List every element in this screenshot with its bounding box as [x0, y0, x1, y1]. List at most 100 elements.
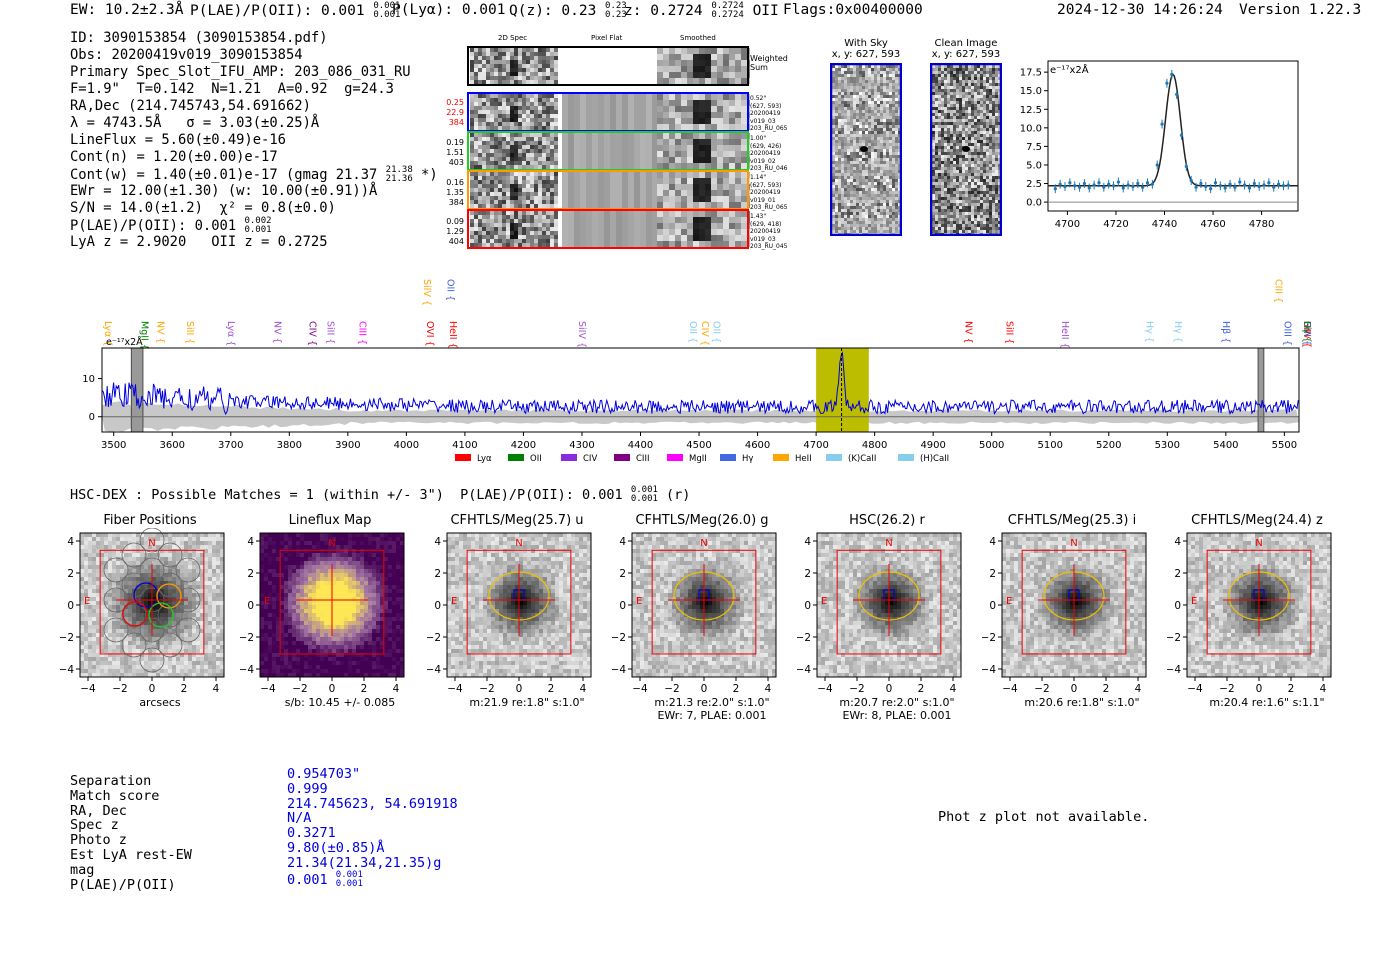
pixel	[526, 106, 530, 110]
pixel	[490, 80, 494, 84]
cutout-pixel	[92, 549, 96, 553]
noise-pixel	[941, 74, 944, 77]
pixel	[530, 118, 534, 122]
noise-pixel	[868, 110, 871, 113]
noise-pixel	[986, 92, 989, 95]
cutout-pixel	[192, 533, 196, 537]
smoothed	[705, 72, 711, 78]
cutout-pixel	[120, 561, 124, 565]
pixel	[478, 126, 482, 130]
pixel	[498, 219, 502, 223]
cutout-pixel	[128, 549, 132, 553]
noise-pixel	[892, 140, 895, 143]
pixel	[470, 110, 474, 114]
noise-pixel	[941, 203, 944, 206]
noise-pixel	[874, 176, 877, 179]
noise-pixel	[883, 212, 886, 215]
cutout-pixel	[136, 577, 140, 581]
noise-pixel	[947, 116, 950, 119]
noise-pixel	[965, 86, 968, 89]
noise-pixel	[880, 152, 883, 155]
pixel	[490, 118, 494, 122]
cutout-pixel	[172, 545, 176, 549]
smoothed	[711, 190, 717, 196]
noise-pixel	[853, 107, 856, 110]
cutout-pixel	[84, 561, 88, 565]
line-fit-plot: 4700 4720 4740 4760 47800.02.55.07.510.012.5…	[1020, 60, 1299, 230]
pixel	[478, 231, 482, 235]
cutout-pixel	[188, 545, 192, 549]
noise-pixel	[868, 143, 871, 146]
cutout-pixel	[88, 569, 92, 573]
pixel	[534, 72, 538, 76]
noise-pixel	[941, 137, 944, 140]
noise-pixel	[950, 134, 953, 137]
noise-pixel	[841, 176, 844, 179]
noise-pixel	[844, 110, 847, 113]
pixel	[518, 122, 522, 126]
smoothed	[663, 223, 669, 229]
noise-pixel	[868, 80, 871, 83]
noise-pixel	[880, 65, 883, 68]
noise-pixel	[974, 221, 977, 224]
data-point	[1233, 185, 1237, 189]
pixel	[506, 149, 510, 153]
noise-pixel	[859, 203, 862, 206]
noise-pixel	[962, 134, 965, 137]
noise-pixel	[871, 83, 874, 86]
smoothed	[663, 217, 669, 223]
pixel	[530, 72, 534, 76]
noise-pixel	[835, 212, 838, 215]
pixel	[490, 219, 494, 223]
noise-pixel	[959, 149, 962, 152]
noise-pixel	[838, 71, 841, 74]
pixel	[522, 153, 526, 157]
smoothed	[741, 184, 747, 190]
noise-pixel	[898, 128, 901, 131]
noise-pixel	[868, 125, 871, 128]
noise-pixel	[838, 224, 841, 227]
pixel	[502, 137, 506, 141]
pixel	[542, 196, 546, 200]
pixel	[522, 133, 526, 137]
noise-pixel	[835, 185, 838, 188]
pixel	[506, 48, 510, 52]
noise-pixel	[953, 161, 956, 164]
noise-pixel	[844, 107, 847, 110]
smoothed	[735, 66, 741, 72]
pixel-flat	[580, 133, 586, 169]
cutout-pixel	[84, 589, 88, 593]
noise-pixel	[883, 71, 886, 74]
cutout-pixel	[216, 581, 220, 585]
noise-pixel	[938, 170, 941, 173]
pixel	[510, 211, 514, 215]
pixel	[542, 56, 546, 60]
smoothed	[657, 145, 663, 151]
noise-pixel	[980, 203, 983, 206]
smoothed	[723, 54, 729, 60]
noise-pixel	[832, 83, 835, 86]
noise-pixel	[983, 92, 986, 95]
pixel	[498, 48, 502, 52]
noise-pixel	[853, 98, 856, 101]
noise-pixel	[859, 140, 862, 143]
line-label: HeII {	[447, 321, 458, 349]
cutout-pixel	[172, 561, 176, 565]
pixel	[550, 172, 554, 176]
noise-pixel	[950, 197, 953, 200]
smoothed	[693, 66, 699, 72]
noise-pixel	[865, 215, 868, 218]
smoothed	[687, 139, 693, 145]
pixel	[546, 64, 550, 68]
cutout-pixel	[104, 593, 108, 597]
smoothed	[729, 163, 735, 169]
noise-pixel	[998, 191, 1001, 194]
pixel	[482, 68, 486, 72]
noise-pixel	[874, 86, 877, 89]
pixel	[538, 98, 542, 102]
pixel	[498, 192, 502, 196]
noise-pixel	[956, 119, 959, 122]
line-label: Lyα {	[102, 321, 113, 346]
noise-pixel	[935, 182, 938, 185]
cutout-pixel	[80, 585, 84, 589]
